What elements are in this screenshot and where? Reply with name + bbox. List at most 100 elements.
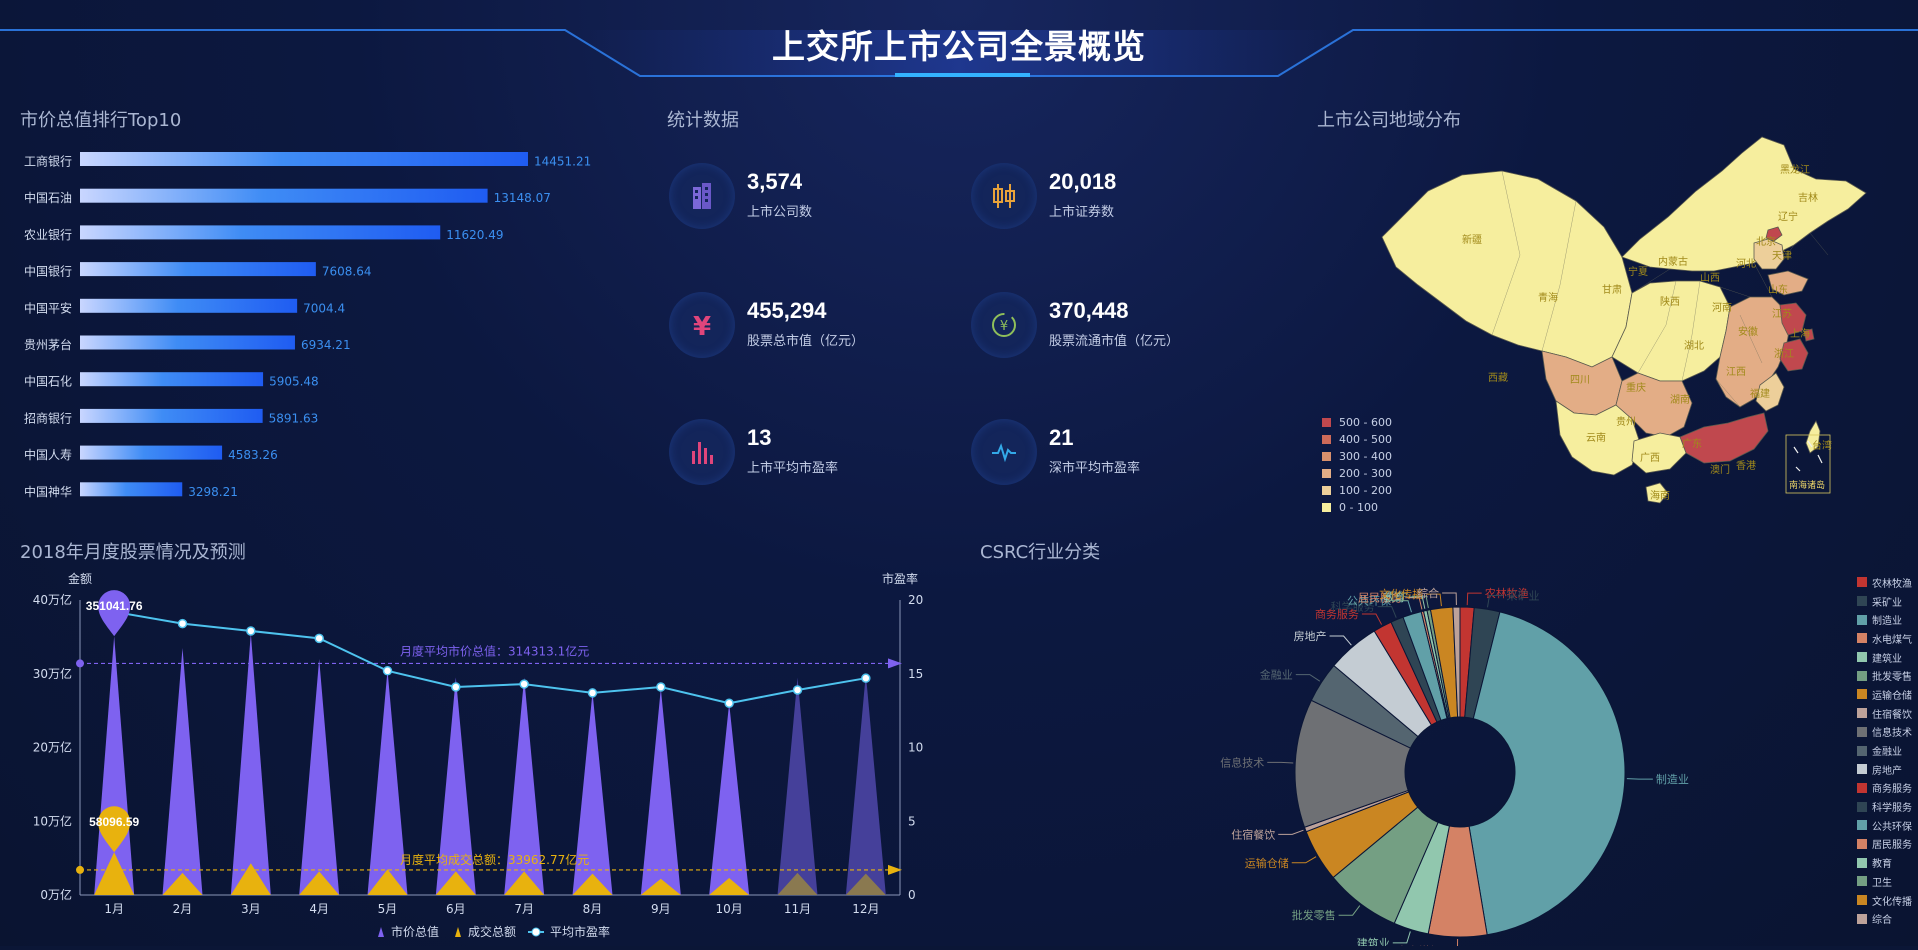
top10-category-label: 农业银行 <box>24 228 72 242</box>
kpi-label: 股票总市值（亿元） <box>747 330 864 349</box>
svg-text:¥: ¥ <box>1000 319 1008 334</box>
map-label: 安徽 <box>1738 325 1758 338</box>
top10-category-label: 中国人寿 <box>24 447 72 462</box>
legend-label: 金融业 <box>1872 743 1902 758</box>
svg-text:南海诸岛: 南海诸岛 <box>1789 479 1825 491</box>
pie-legend-item[interactable]: 房地产 <box>1857 760 1912 779</box>
header: 上交所上市公司全景概览 <box>0 0 1918 80</box>
pie-legend-item[interactable]: 农林牧渔 <box>1857 573 1912 592</box>
top10-value-label: 3298.21 <box>188 485 238 499</box>
monthly-title: 2018年月度股票情况及预测 <box>20 538 246 564</box>
pie-legend-item[interactable]: 科学服务 <box>1857 797 1912 816</box>
kpi-value: 455,294 <box>747 298 827 324</box>
top10-bar <box>80 336 295 350</box>
legend-swatch <box>1857 839 1867 849</box>
left-tick-label: 40万亿 <box>33 592 72 607</box>
pie-legend-item[interactable]: 建筑业 <box>1857 648 1912 667</box>
pie-legend-item[interactable]: 卫生 <box>1857 872 1912 891</box>
kpi-sh-avg-pe: 13 上市平均市盈率 <box>669 419 959 499</box>
map-label: 台湾 <box>1812 439 1832 452</box>
right-tick-label: 20 <box>908 593 923 607</box>
pie-leader-line <box>1443 939 1457 946</box>
legend-swatch <box>1857 914 1867 924</box>
pie-legend-item[interactable]: 采矿业 <box>1857 592 1912 611</box>
legend-swatch <box>1857 633 1867 643</box>
legend-label: 批发零售 <box>1872 668 1912 683</box>
x-tick-label: 2月 <box>173 902 193 916</box>
legend-label: 农林牧渔 <box>1872 575 1912 590</box>
map-label: 香港 <box>1736 460 1756 472</box>
yen-icon: ¥ <box>669 292 735 358</box>
kpi-label: 上市平均市盈率 <box>747 457 838 476</box>
avg-volume-start <box>76 866 84 874</box>
pie-legend-item[interactable]: 公共环保 <box>1857 816 1912 835</box>
pie-leader-line <box>1292 857 1316 863</box>
map-label: 天津 <box>1772 250 1792 262</box>
pie-leader-line <box>1296 675 1320 682</box>
pie-leader-line <box>1442 593 1456 605</box>
volume-max-label: 58096.59 <box>89 815 139 829</box>
legend-marker-market-cap <box>378 927 384 937</box>
pe-point <box>179 620 187 628</box>
pie-legend-item[interactable]: 教育 <box>1857 853 1912 872</box>
map-legend-item[interactable]: 400 - 500 <box>1322 431 1392 448</box>
top10-bar <box>80 225 440 239</box>
top10-value-label: 5891.63 <box>269 411 319 425</box>
map-label: 内蒙古 <box>1658 255 1688 268</box>
pulse-icon <box>971 419 1037 485</box>
map-legend-item[interactable]: 500 - 600 <box>1322 414 1392 431</box>
legend-label: 市价总值 <box>391 924 439 939</box>
right-tick-label: 5 <box>908 814 916 828</box>
map-label: 甘肃 <box>1602 283 1622 296</box>
legend-label: 采矿业 <box>1872 594 1902 609</box>
legend-swatch <box>1857 895 1867 905</box>
pie-title: CSRC行业分类 <box>980 538 1100 564</box>
map-label: 贵州 <box>1616 415 1636 428</box>
map-label: 江苏 <box>1772 307 1792 320</box>
market-cap-bar <box>299 659 339 895</box>
kpi-label: 上市证券数 <box>1049 201 1114 220</box>
top10-bar <box>80 152 528 166</box>
pie-slice-label: 金融业 <box>1260 668 1293 682</box>
right-axis-label: 市盈率 <box>882 571 918 586</box>
legend-marker-volume <box>455 927 461 937</box>
candlestick-icon <box>971 163 1037 229</box>
pie-legend-item[interactable]: 信息技术 <box>1857 723 1912 742</box>
legend-swatch <box>1857 858 1867 868</box>
map-legend-item[interactable]: 100 - 200 <box>1322 482 1392 499</box>
pie-legend-item[interactable]: 水电煤气 <box>1857 629 1912 648</box>
pie-legend-item[interactable]: 金融业 <box>1857 741 1912 760</box>
map-label: 湖南 <box>1670 393 1690 406</box>
avg-volume-label: 月度平均成交总额：33962.77亿元 <box>400 852 589 867</box>
map-label: 黑龙江 <box>1780 163 1810 176</box>
x-tick-label: 11月 <box>784 902 811 916</box>
pie-legend-item[interactable]: 制造业 <box>1857 610 1912 629</box>
kpi-value: 3,574 <box>747 169 802 195</box>
map-legend-item[interactable]: 300 - 400 <box>1322 448 1392 465</box>
legend-swatch <box>1857 671 1867 681</box>
legend-swatch <box>1857 652 1867 662</box>
kpi-listed-securities: 20,018 上市证券数 <box>971 163 1261 243</box>
map-legend-item[interactable]: 200 - 300 <box>1322 465 1392 482</box>
pie-leader-line <box>1467 593 1482 605</box>
pie-legend-item[interactable]: 综合 <box>1857 909 1912 928</box>
pie-legend-item[interactable]: 运输仓储 <box>1857 685 1912 704</box>
legend-swatch <box>1857 876 1867 886</box>
top10-value-label: 5905.48 <box>269 375 319 389</box>
map-legend-item[interactable]: 0 - 100 <box>1322 499 1392 516</box>
pie-legend-item[interactable]: 居民服务 <box>1857 835 1912 854</box>
legend-label: 运输仓储 <box>1872 687 1912 702</box>
pie-legend-item[interactable]: 批发零售 <box>1857 666 1912 685</box>
top10-category-label: 工商银行 <box>24 154 72 169</box>
pe-point <box>862 674 870 682</box>
pie-legend-item[interactable]: 住宿餐饮 <box>1857 704 1912 723</box>
legend-label: 制造业 <box>1872 612 1902 627</box>
legend-label: 教育 <box>1872 855 1892 870</box>
legend-marker-pe-dot <box>532 928 540 936</box>
legend-swatch <box>1857 802 1867 812</box>
map-province-guangdong <box>1680 413 1768 463</box>
pie-legend-item[interactable]: 商务服务 <box>1857 779 1912 798</box>
pie-legend-item[interactable]: 文化传播 <box>1857 891 1912 910</box>
legend-label: 科学服务 <box>1872 799 1912 814</box>
